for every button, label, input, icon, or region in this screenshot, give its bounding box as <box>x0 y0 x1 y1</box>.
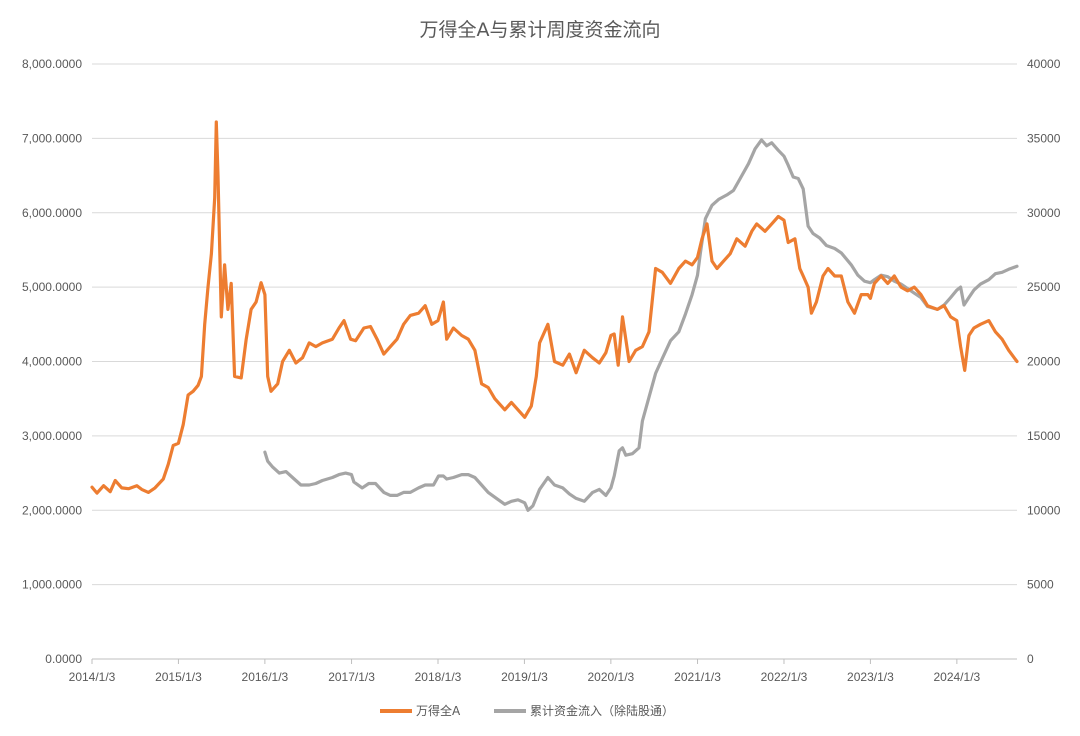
right-tick-label: 20000 <box>1027 355 1061 369</box>
series-layer <box>90 120 1019 512</box>
right-tick-label: 35000 <box>1027 131 1061 145</box>
legend-label-wind-all-a: 万得全A <box>416 703 461 718</box>
left-tick-label: 7,000.0000 <box>22 131 82 145</box>
left-tick-label: 8,000.0000 <box>22 57 82 71</box>
x-tick-label: 2016/1/3 <box>242 670 289 684</box>
legend-item-cumulative-inflow[interactable]: 累计资金流入（除陆股通） <box>494 703 674 718</box>
series-line-wind-all-a <box>90 120 1019 495</box>
left-tick-label: 5,000.0000 <box>22 280 82 294</box>
x-tick-label: 2019/1/3 <box>501 670 548 684</box>
x-tick-label: 2018/1/3 <box>415 670 462 684</box>
left-y-axis: 0.0000 1,000.0000 2,000.0000 3,000.0000 4,00… <box>22 57 82 666</box>
x-tick-label: 2020/1/3 <box>588 670 635 684</box>
right-tick-label: 40000 <box>1027 57 1061 71</box>
x-tick-label: 2014/1/3 <box>69 670 116 684</box>
right-y-axis: 0 5000 10000 15000 20000 25000 30000 35000 40000 <box>1027 57 1061 666</box>
gridlines <box>92 63 1017 586</box>
right-tick-label: 15000 <box>1027 429 1061 443</box>
left-tick-label: 3,000.0000 <box>22 429 82 443</box>
legend: 万得全A 累计资金流入（除陆股通） <box>380 703 674 718</box>
series-line-cumulative-inflow <box>263 138 1019 512</box>
right-tick-label: 25000 <box>1027 280 1061 294</box>
x-tick-label: 2015/1/3 <box>155 670 202 684</box>
x-tick-label: 2024/1/3 <box>933 670 980 684</box>
x-tick-label: 2022/1/3 <box>761 670 808 684</box>
left-tick-label: 6,000.0000 <box>22 206 82 220</box>
x-tick-label: 2021/1/3 <box>674 670 721 684</box>
right-tick-label: 30000 <box>1027 206 1061 220</box>
x-tick-label: 2023/1/3 <box>847 670 894 684</box>
left-tick-label: 4,000.0000 <box>22 355 82 369</box>
left-tick-label: 1,000.0000 <box>22 578 82 592</box>
left-tick-label: 0.0000 <box>45 652 82 666</box>
right-tick-label: 10000 <box>1027 503 1061 517</box>
x-tick-label: 2017/1/3 <box>328 670 375 684</box>
right-tick-label: 5000 <box>1027 578 1054 592</box>
chart-title: 万得全A与累计周度资金流向 <box>420 19 661 41</box>
legend-label-cumulative-inflow: 累计资金流入（除陆股通） <box>530 703 674 718</box>
left-tick-label: 2,000.0000 <box>22 503 82 517</box>
right-tick-label: 0 <box>1027 652 1034 666</box>
x-axis: 2014/1/3 2015/1/3 2016/1/3 2017/1/3 2018/1/3… <box>69 658 1017 684</box>
legend-item-wind-all-a[interactable]: 万得全A <box>380 703 461 718</box>
